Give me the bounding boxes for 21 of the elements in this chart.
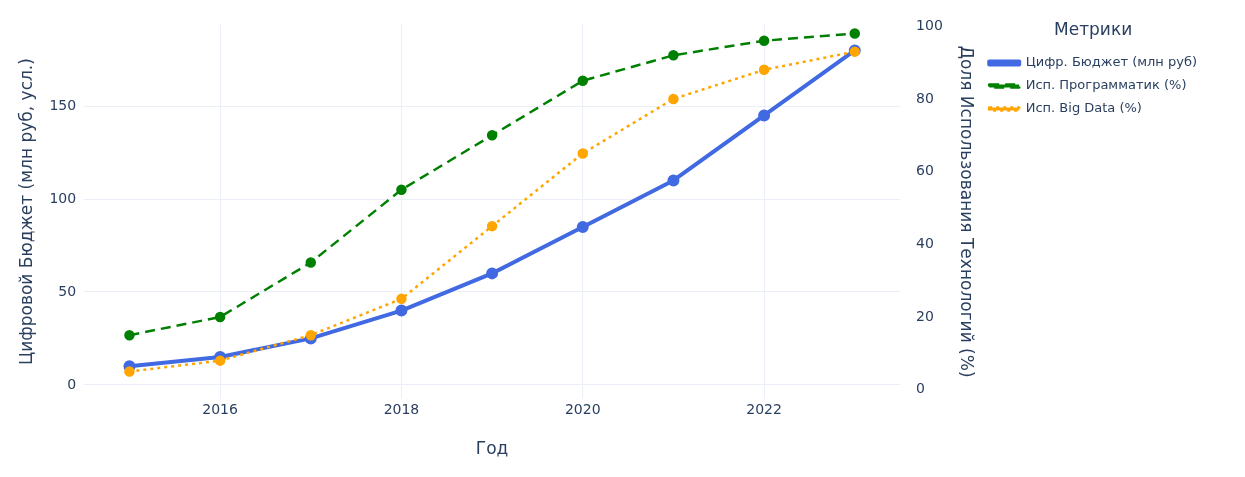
y-axis-title: Цифровой Бюджет (млн руб, усл.) bbox=[15, 58, 36, 366]
legend-label: Цифр. Бюджет (млн руб) bbox=[1025, 54, 1198, 70]
legend-title: Метрики bbox=[1054, 18, 1133, 39]
y-tick-label: 50 bbox=[58, 282, 77, 299]
y2-tick-label: 20 bbox=[916, 307, 934, 324]
y2-tick-label: 100 bbox=[916, 16, 943, 33]
y-tick-label: 100 bbox=[49, 189, 77, 206]
legend-label: Исп. Программатик (%) bbox=[1025, 77, 1187, 93]
y2-axis-title: Доля Использования Технологий (%) bbox=[956, 45, 977, 378]
y2-tick-label: 80 bbox=[916, 89, 934, 106]
legend-label: Исп. Big Data (%) bbox=[1025, 100, 1142, 116]
x-tick-label: 2022 bbox=[746, 400, 782, 417]
y2-tick-label: 0 bbox=[916, 380, 926, 397]
x-tick-label: 2020 bbox=[564, 400, 601, 417]
y-tick-label: 0 bbox=[67, 375, 77, 392]
y-tick-label: 150 bbox=[49, 96, 77, 113]
y2-tick-label: 40 bbox=[916, 234, 934, 251]
x-axis-title: Год bbox=[475, 438, 509, 459]
x-tick-label: 2016 bbox=[202, 400, 239, 417]
y2-tick-label: 60 bbox=[916, 162, 934, 179]
x-tick-label: 2018 bbox=[383, 400, 420, 417]
